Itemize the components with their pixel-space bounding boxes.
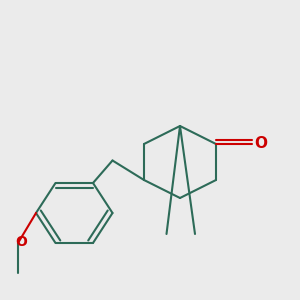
Text: O: O [15, 235, 27, 248]
Text: O: O [254, 136, 268, 152]
